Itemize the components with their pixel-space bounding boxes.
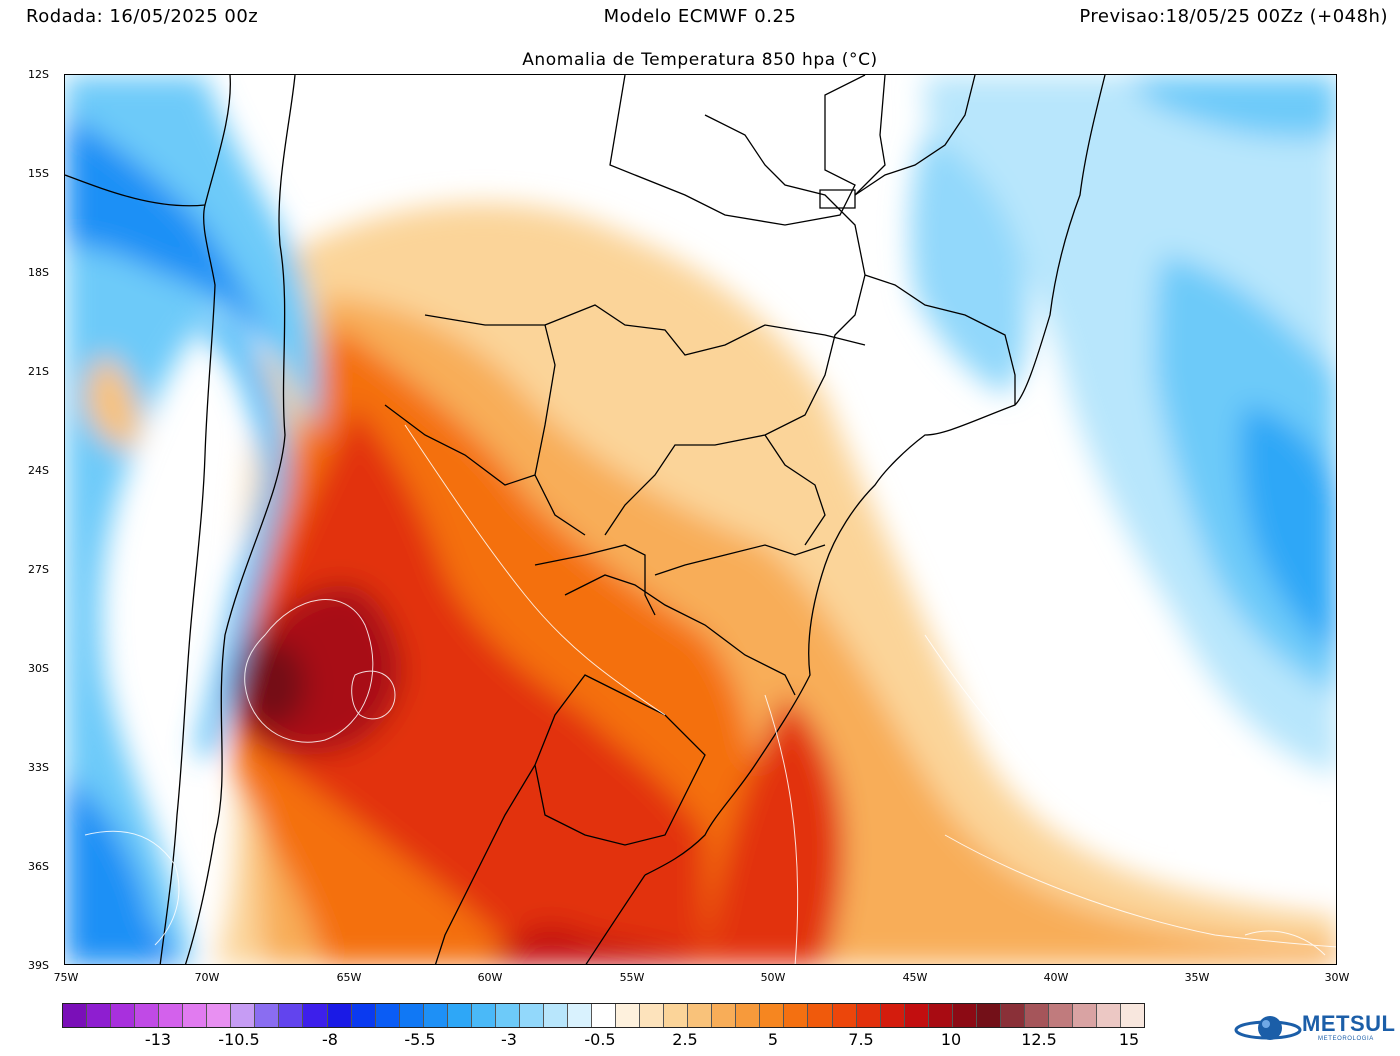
scale-swatch (231, 1004, 256, 1027)
scale-swatch (159, 1004, 184, 1027)
scale-label: -8 (322, 1030, 338, 1049)
forecast-time-label: Previsao:18/05/25 00Zz (+048h) (1079, 6, 1388, 27)
color-scale-bar (62, 1003, 1145, 1028)
scale-swatch (808, 1004, 833, 1027)
scale-swatch (279, 1004, 304, 1027)
scale-swatch (856, 1004, 881, 1027)
map-canvas (65, 75, 1336, 964)
scale-label: 7.5 (848, 1030, 874, 1049)
scale-label: 15 (1118, 1030, 1140, 1049)
anomaly-field (65, 75, 1336, 964)
scale-swatch (351, 1004, 376, 1027)
scale-label: 12.5 (1021, 1030, 1057, 1049)
metsul-logo (1232, 1008, 1400, 1052)
lat-label: 12S (28, 68, 49, 81)
scale-swatch (976, 1004, 1001, 1027)
scale-swatch (471, 1004, 496, 1027)
anomaly-contours (84, 424, 1336, 964)
scale-swatch (640, 1004, 665, 1027)
scale-swatch (543, 1004, 568, 1027)
scale-swatch (519, 1004, 544, 1027)
logo-subtitle: METEOROLOGIA (1318, 1036, 1374, 1042)
lon-label: 35W (1184, 971, 1210, 984)
lon-label: 55W (619, 971, 645, 984)
scale-swatch (567, 1004, 593, 1027)
scale-swatch (447, 1004, 472, 1027)
scale-swatch (1097, 1004, 1122, 1027)
coastline-borders (65, 75, 1106, 964)
lat-label: 15S (28, 167, 49, 180)
scale-swatch (592, 1004, 617, 1027)
scale-label: -5.5 (404, 1030, 436, 1049)
map-title: Anomalia de Temperatura 850 hpa (°C) (522, 50, 878, 70)
scale-label: 5 (767, 1030, 779, 1049)
lon-label: 65W (336, 971, 362, 984)
scale-swatch (183, 1004, 208, 1027)
scale-swatch (880, 1004, 905, 1027)
scale-swatch (1024, 1004, 1049, 1027)
scale-swatch (784, 1004, 809, 1027)
scale-swatch (111, 1004, 136, 1027)
lon-label: 30W (1324, 971, 1350, 984)
lat-label: 33S (28, 761, 49, 774)
lat-label: 36S (28, 860, 49, 873)
temperature-anomaly-map (64, 74, 1337, 965)
scale-swatch (87, 1004, 112, 1027)
lon-label: 60W (477, 971, 503, 984)
lon-label: 70W (194, 971, 220, 984)
scale-swatch (135, 1004, 160, 1027)
lon-label: 40W (1043, 971, 1069, 984)
globe-icon (1234, 1016, 1302, 1040)
lat-label: 27S (28, 563, 49, 576)
scale-swatch (904, 1004, 929, 1027)
lon-label: 50W (760, 971, 786, 984)
lat-label: 39S (28, 959, 49, 972)
lat-label: 18S (28, 266, 49, 279)
scale-swatch (688, 1004, 713, 1027)
scale-swatch (952, 1004, 977, 1027)
lon-label: 45W (902, 971, 928, 984)
scale-swatch (495, 1004, 520, 1027)
scale-swatch (423, 1004, 448, 1027)
scale-swatch (375, 1004, 400, 1027)
scale-swatch (832, 1004, 857, 1027)
scale-swatch (399, 1004, 424, 1027)
scale-label: -13 (144, 1030, 172, 1049)
scale-swatch (1048, 1004, 1073, 1027)
scale-swatch (1121, 1004, 1145, 1027)
lat-label: 30S (28, 662, 49, 675)
scale-swatch (303, 1004, 328, 1027)
scale-swatch (760, 1004, 785, 1027)
scale-swatch (207, 1004, 232, 1027)
lat-label: 21S (28, 365, 49, 378)
scale-swatch (664, 1004, 689, 1027)
scale-label: 2.5 (672, 1030, 698, 1049)
scale-swatch (327, 1004, 352, 1027)
scale-swatch (928, 1004, 953, 1027)
scale-label: -0.5 (584, 1030, 616, 1049)
scale-swatch (616, 1004, 641, 1027)
scale-swatch (712, 1004, 737, 1027)
model-name-label: Modelo ECMWF 0.25 (603, 6, 797, 27)
run-date-label: Rodada: 16/05/2025 00z (26, 6, 259, 27)
scale-swatch (736, 1004, 761, 1027)
scale-label: -3 (501, 1030, 517, 1049)
scale-swatch (1072, 1004, 1098, 1027)
scale-label: -10.5 (218, 1030, 260, 1049)
lon-label: 75W (53, 971, 79, 984)
lat-label: 24S (28, 464, 49, 477)
logo-name: METSUL (1302, 1011, 1396, 1036)
scale-swatch (255, 1004, 280, 1027)
scale-label: 10 (940, 1030, 962, 1049)
scale-swatch (63, 1004, 88, 1027)
scale-swatch (1000, 1004, 1025, 1027)
